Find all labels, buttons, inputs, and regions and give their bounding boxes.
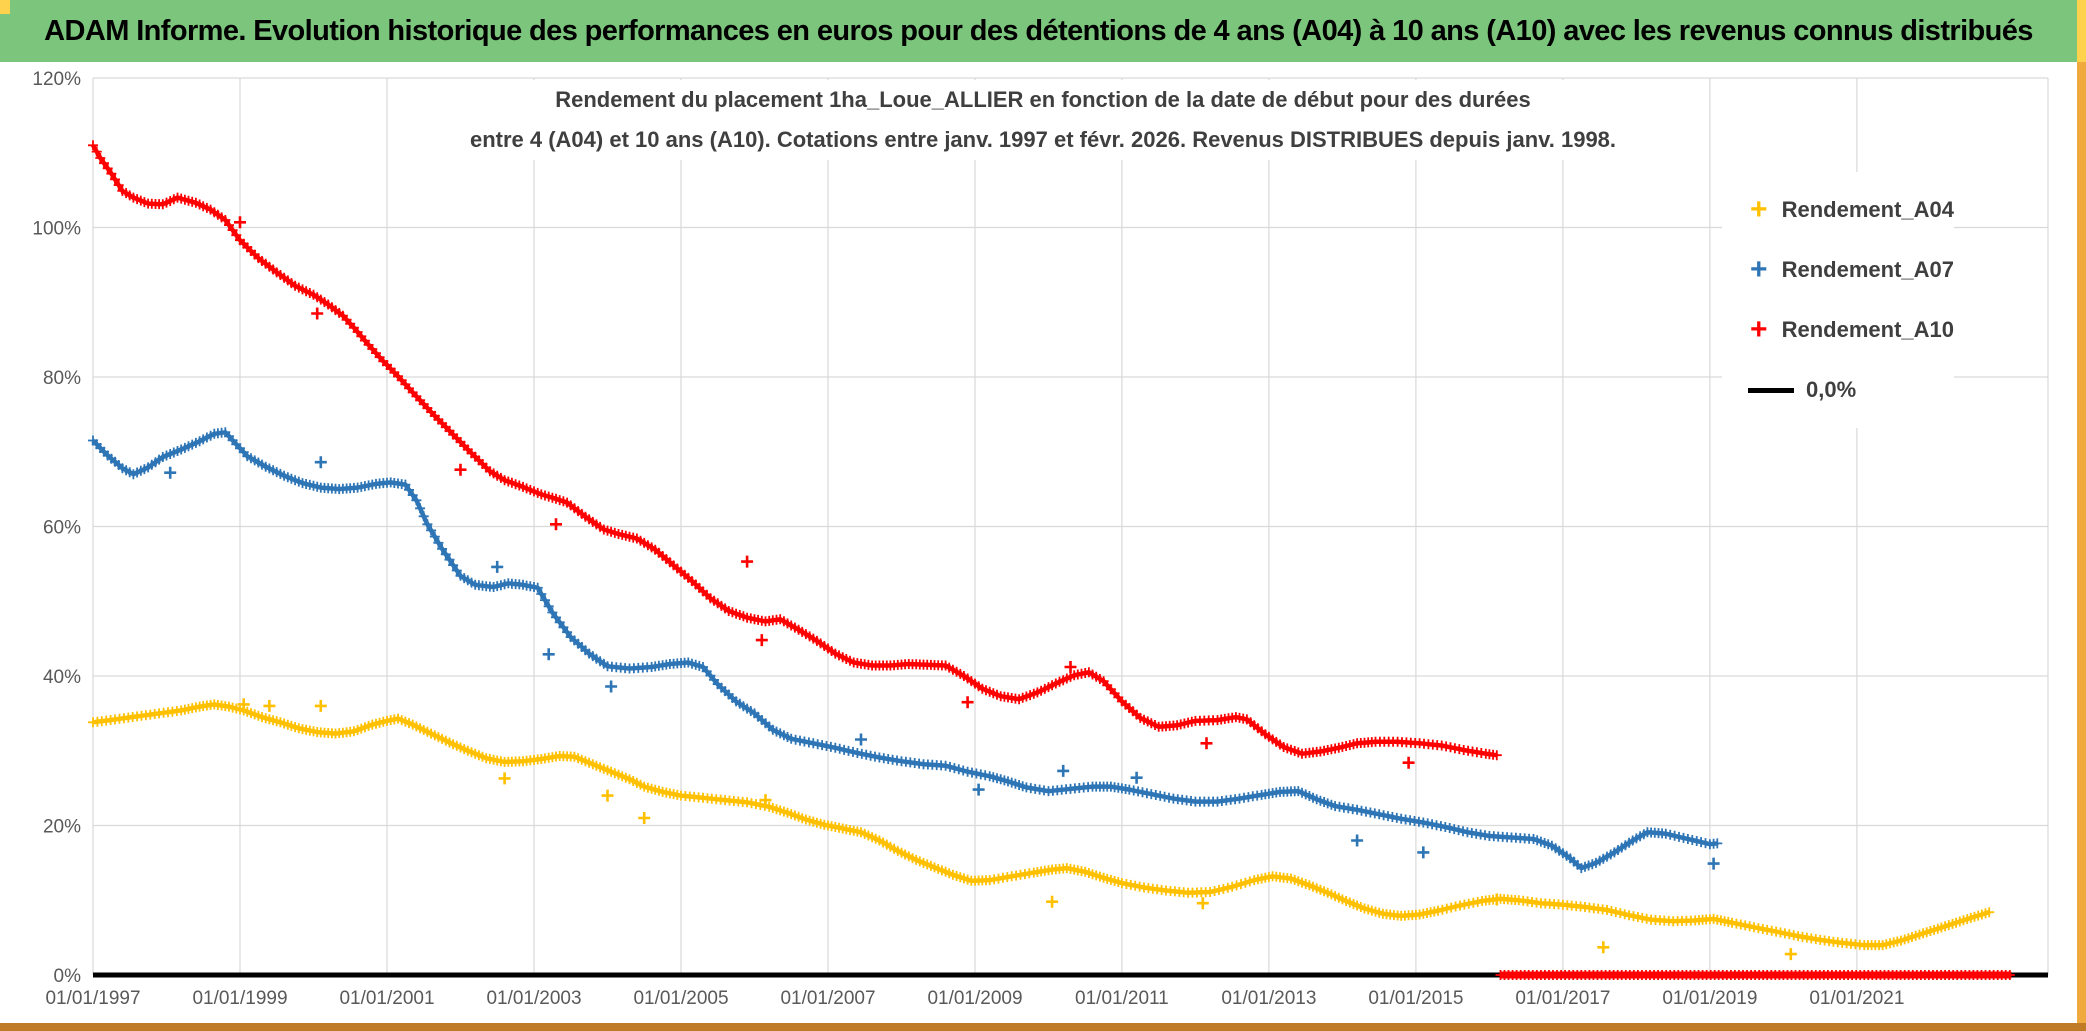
y-tick-label: 80% bbox=[43, 368, 81, 389]
right-edge-strip-top bbox=[2077, 0, 2086, 62]
legend-label: Rendement_A10 bbox=[1781, 317, 1954, 342]
series-line-Rendement_A10 bbox=[91, 144, 1498, 758]
legend-item-Rendement-A04: + Rendement_A04 bbox=[1748, 180, 1954, 240]
legend-item-Rendement-A10: + Rendement_A10 bbox=[1748, 300, 1954, 360]
series-markers-Rendement_A04 bbox=[88, 699, 1995, 951]
header-title: ADAM Informe. Evolution historique des p… bbox=[44, 14, 2033, 47]
x-tick-label: 01/01/2017 bbox=[1515, 988, 1610, 1009]
right-edge-strip bbox=[2077, 0, 2086, 1031]
chart-legend: + Rendement_A04 + Rendement_A07 + Rendement_A… bbox=[1722, 172, 1954, 428]
y-tick-label: 0% bbox=[54, 966, 82, 987]
y-tick-label: 100% bbox=[32, 219, 81, 240]
zero-segment-markers-Rendement_A10 bbox=[1495, 970, 2015, 980]
chart-title-line1: Rendement du placement 1ha_Loue_ALLIER e… bbox=[555, 87, 1531, 112]
x-tick-label: 01/01/2015 bbox=[1368, 988, 1463, 1009]
x-tick-label: 01/01/2019 bbox=[1662, 988, 1757, 1009]
y-tick-label: 60% bbox=[43, 518, 81, 539]
legend-label: 0,0% bbox=[1806, 377, 1857, 402]
chart-title: Rendement du placement 1ha_Loue_ALLIER e… bbox=[451, 80, 1635, 160]
legend-item-0-0-: 0,0% bbox=[1748, 360, 1954, 420]
bottom-edge-strip bbox=[0, 1023, 2086, 1031]
x-tick-label: 01/01/2021 bbox=[1809, 988, 1904, 1009]
x-tick-label: 01/01/2001 bbox=[339, 988, 434, 1009]
y-tick-label: 20% bbox=[43, 817, 81, 838]
x-tick-label: 01/01/1999 bbox=[192, 988, 287, 1009]
legend-item-Rendement-A07: + Rendement_A07 bbox=[1748, 240, 1954, 300]
chart-title-line2: entre 4 (A04) et 10 ans (A10). Cotations… bbox=[469, 127, 1617, 152]
x-tick-label: 01/01/2005 bbox=[633, 988, 728, 1009]
series-outliers-Rendement_A10 bbox=[234, 216, 1415, 769]
series-markers-Rendement_A07 bbox=[88, 427, 1723, 874]
x-tick-label: 01/01/2013 bbox=[1221, 988, 1316, 1009]
series-markers-Rendement_A10 bbox=[88, 140, 1502, 761]
series-outliers-Rendement_A07 bbox=[164, 456, 1720, 870]
corner-accent bbox=[0, 0, 10, 14]
line-marker-icon bbox=[1748, 387, 1794, 393]
x-tick-label: 01/01/2003 bbox=[486, 988, 581, 1009]
x-tick-label: 01/01/2007 bbox=[780, 988, 875, 1009]
plus-marker-icon: + bbox=[1750, 253, 1768, 286]
series-outliers-Rendement_A04 bbox=[237, 698, 1797, 961]
plus-marker-icon: + bbox=[1750, 193, 1768, 226]
y-tick-label: 40% bbox=[43, 667, 81, 688]
legend-label: Rendement_A07 bbox=[1781, 257, 1954, 282]
x-tick-label: 01/01/2009 bbox=[927, 988, 1022, 1009]
x-tick-label: 01/01/2011 bbox=[1075, 988, 1169, 1009]
y-tick-label: 120% bbox=[32, 69, 81, 90]
legend-label: Rendement_A04 bbox=[1781, 197, 1954, 222]
x-tick-label: 01/01/1997 bbox=[45, 988, 140, 1009]
header-banner: ADAM Informe. Evolution historique des p… bbox=[0, 0, 2077, 62]
series-line-Rendement_A07 bbox=[91, 430, 1718, 871]
plus-marker-icon: + bbox=[1750, 313, 1768, 346]
series-line-Rendement_A04 bbox=[92, 702, 1990, 948]
